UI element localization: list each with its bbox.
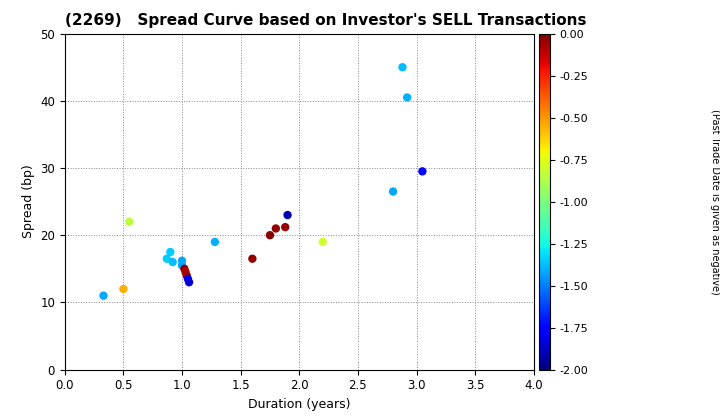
Point [182, 276, 194, 282]
Point [387, 188, 399, 195]
Point [279, 224, 291, 231]
Point [161, 255, 173, 262]
X-axis label: Duration (years): Duration (years) [248, 398, 351, 411]
Point [270, 225, 282, 232]
Y-axis label: Spread (bp): Spread (bp) [22, 165, 35, 239]
Point [209, 239, 220, 245]
Point [401, 94, 413, 101]
Point [165, 249, 176, 255]
Point [282, 212, 293, 218]
Point [167, 259, 179, 265]
Point [247, 255, 258, 262]
Point [176, 262, 188, 269]
Point [180, 269, 192, 276]
Text: (2269)   Spread Curve based on Investor's SELL Transactions: (2269) Spread Curve based on Investor's … [65, 13, 586, 28]
Point [98, 292, 109, 299]
Point [184, 279, 195, 286]
Point [317, 239, 328, 245]
Point [264, 232, 276, 239]
Point [124, 218, 135, 225]
Point [176, 257, 188, 264]
Point [417, 168, 428, 175]
Point [397, 64, 408, 71]
Point [179, 265, 190, 272]
Point [117, 286, 129, 292]
Y-axis label: Time in years between 10/1/2024 and Trade Date
(Past Trade Date is given as nega: Time in years between 10/1/2024 and Trad… [710, 81, 720, 323]
Point [181, 272, 192, 279]
